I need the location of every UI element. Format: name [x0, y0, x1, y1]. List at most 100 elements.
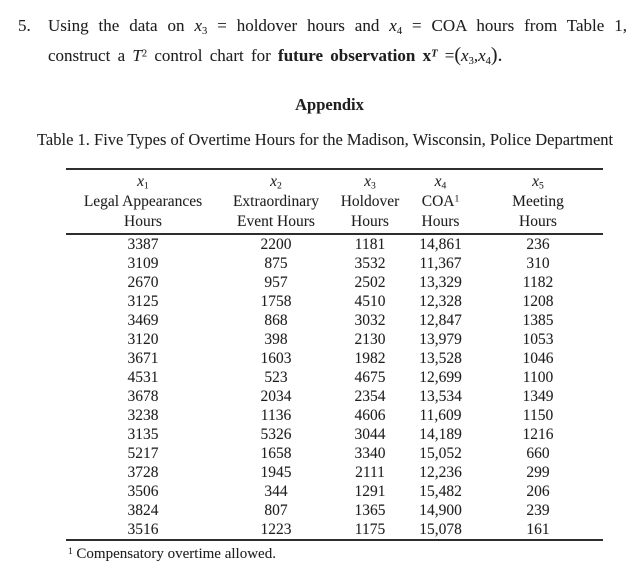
column-header-x1: x1 Legal Appearances Hours: [66, 169, 220, 235]
table-cell: 2354: [354, 388, 386, 405]
table-cell: 12,847: [419, 312, 462, 329]
table-cell: 1053: [522, 331, 554, 348]
column-name: Meeting: [512, 193, 564, 210]
table-footnote: 1 Compensatory overtime allowed.: [68, 545, 634, 564]
text-fragment: Using the data on: [48, 16, 185, 35]
header-row: x1 Legal Appearances Hours x2 Extraordin…: [66, 169, 603, 235]
table-cell: 4606: [354, 407, 386, 424]
table-cell: 1223: [260, 521, 292, 538]
column-unit: Event Hours: [237, 213, 315, 230]
table-cell: 206: [526, 483, 550, 500]
table-cell: 523: [264, 369, 288, 386]
table-row: 3678 2034 2354 13,534 1349: [66, 387, 603, 406]
table-cell: 3125: [127, 293, 159, 310]
table-cell: 3678: [127, 388, 159, 405]
table-cell: 1982: [354, 350, 386, 367]
column-unit: Hours: [421, 213, 460, 230]
table-body: 3387 2200 1181 14,861 236 3109 875 3532 11,367 31…: [66, 234, 603, 540]
table-cell: 12,236: [419, 464, 462, 481]
table-cell: 1291: [354, 483, 386, 500]
table-cell: 1181: [354, 236, 386, 253]
table-cell: 2670: [127, 274, 159, 291]
column-header-x4: x4 COA1 Hours: [408, 169, 473, 235]
table-cell: 14,189: [419, 426, 462, 443]
math-x-vector: xT: [422, 46, 438, 65]
column-header-x2: x2 Extraordinary Event Hours: [220, 169, 332, 235]
table-cell: 5326: [260, 426, 292, 443]
table-cell: 1603: [260, 350, 292, 367]
column-header-x5: x5 Meeting Hours: [473, 169, 603, 235]
table-cell: 3516: [127, 521, 159, 538]
table-cell: 13,329: [419, 274, 462, 291]
table-cell: 2130: [354, 331, 386, 348]
table-row: 3469 868 3032 12,847 1385: [66, 311, 603, 330]
table-cell: 1182: [522, 274, 554, 291]
column-name: Holdover: [340, 193, 400, 210]
table-cell: 4510: [354, 293, 386, 310]
table-cell: 15,482: [419, 483, 462, 500]
column-name: Legal Appearances: [83, 193, 203, 210]
table-cell: 868: [264, 312, 288, 329]
text-fragment: = holdover hours and: [217, 16, 380, 35]
table-row: 3135 5326 3044 14,189 1216: [66, 425, 603, 444]
equals-sign: =: [444, 46, 455, 65]
table-cell: 3032: [354, 312, 386, 329]
footnote-text: Compensatory overtime allowed.: [76, 546, 276, 562]
column-unit: Hours: [519, 213, 557, 230]
table-row: 2670 957 2502 13,329 1182: [66, 273, 603, 292]
table-cell: 15,078: [419, 521, 462, 538]
table-cell: 161: [526, 521, 550, 538]
table-cell: 3109: [127, 255, 159, 272]
table-cell: 3824: [127, 502, 159, 519]
table-cell: 1100: [522, 369, 554, 386]
bold-phrase: future observation: [278, 46, 416, 65]
column-unit: Hours: [124, 213, 162, 230]
table-cell: 2034: [260, 388, 292, 405]
table-cell: 236: [526, 236, 550, 253]
column-header-x3: x3 Holdover Hours: [332, 169, 408, 235]
table-cell: 1136: [260, 407, 292, 424]
table-cell: 4531: [127, 369, 159, 386]
table-cell: 1046: [522, 350, 554, 367]
table-cell: 310: [526, 255, 550, 272]
problem-statement: 5. Using the data on x3 = holdover hours…: [0, 0, 634, 69]
table-row: 3516 1223 1175 15,078 161: [66, 520, 603, 540]
table-cell: 1658: [260, 445, 292, 462]
table-cell: 12,328: [419, 293, 462, 310]
table-cell: 1216: [522, 426, 554, 443]
table-cell: 5217: [127, 445, 159, 462]
table-cell: 4675: [354, 369, 386, 386]
column-variable: x4: [434, 173, 447, 192]
comma: ,: [473, 46, 479, 65]
table-cell: 3238: [127, 407, 159, 424]
table-cell: 1208: [522, 293, 554, 310]
table-cell: 3044: [354, 426, 386, 443]
table-cell: 3387: [127, 236, 159, 253]
math-x4: x4: [389, 16, 403, 37]
table-row: 3506 344 1291 15,482 206: [66, 482, 603, 501]
table-cell: 3728: [127, 464, 159, 481]
table-cell: 3506: [127, 483, 159, 500]
table-cell: 13,979: [419, 331, 462, 348]
table-row: 3824 807 1365 14,900 239: [66, 501, 603, 520]
table-cell: 1758: [260, 293, 292, 310]
column-variable: x5: [532, 173, 544, 192]
problem-line-1: Using the data on x3 = holdover hours an…: [48, 13, 627, 39]
column-variable: x1: [137, 173, 149, 192]
problem-text: Using the data on x3 = holdover hours an…: [48, 13, 627, 69]
problem-line-2: construct a T2 control chart for future …: [48, 42, 627, 69]
table-cell: 1349: [522, 388, 554, 405]
appendix-heading: Appendix: [295, 95, 364, 114]
table-title: Table 1. Five Types of Overtime Hours fo…: [37, 130, 614, 149]
column-variable: x3: [364, 173, 376, 192]
column-variable: x2: [270, 173, 282, 192]
table-cell: 3532: [354, 255, 386, 272]
table-cell: 239: [526, 502, 550, 519]
column-unit: Hours: [351, 213, 389, 230]
open-paren: (: [454, 44, 462, 66]
table-row: 3120 398 2130 13,979 1053: [66, 330, 603, 349]
table-row: 3671 1603 1982 13,528 1046: [66, 349, 603, 368]
table-row: 3125 1758 4510 12,328 1208: [66, 292, 603, 311]
table-cell: 2111: [355, 464, 385, 481]
table-cell: 3120: [127, 331, 159, 348]
